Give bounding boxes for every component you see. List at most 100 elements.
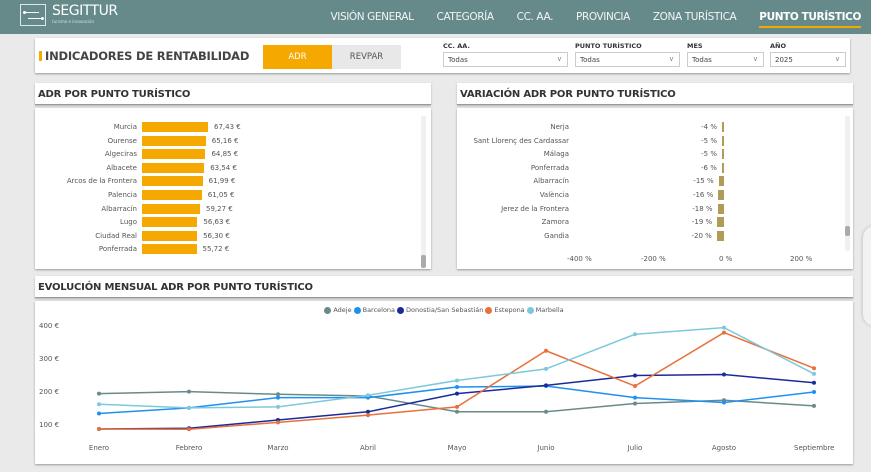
variation-bar-row[interactable]: Albarracín -15 %	[457, 175, 837, 188]
legend-item[interactable]: Donostia/San Sebastián	[397, 306, 483, 314]
variation-bar-row[interactable]: Ponferrada -6 %	[457, 162, 837, 175]
legend-item[interactable]: Estepona	[485, 306, 525, 314]
data-point[interactable]	[544, 409, 548, 414]
variation-bar[interactable]	[717, 217, 724, 228]
data-point[interactable]	[722, 372, 726, 377]
variation-bar[interactable]	[717, 203, 724, 214]
data-point[interactable]	[97, 426, 101, 431]
adr-scrollbar[interactable]	[421, 116, 426, 268]
variation-bar[interactable]	[722, 149, 724, 160]
data-point[interactable]	[722, 330, 726, 335]
mes-dropdown[interactable]: Todas ∨	[687, 52, 764, 67]
series-line-barcelona[interactable]	[98, 385, 815, 415]
data-point[interactable]	[722, 325, 726, 330]
adr-bar[interactable]	[142, 162, 205, 173]
series-line-marbella[interactable]	[98, 326, 815, 409]
adr-bar[interactable]	[142, 122, 208, 132]
variation-scrollbar[interactable]	[845, 116, 850, 251]
data-point[interactable]	[633, 332, 637, 337]
adr-bar-row[interactable]: Algeciras 64,85 €	[35, 148, 415, 161]
adr-bar-row[interactable]: Arcos de la Frontera 61,99 €	[35, 175, 415, 188]
data-point[interactable]	[633, 384, 637, 389]
data-point[interactable]	[187, 427, 191, 432]
legend-item[interactable]: Adeje	[324, 306, 352, 314]
data-point[interactable]	[455, 391, 459, 396]
adr-scroll-thumb[interactable]	[421, 255, 426, 268]
adr-bar-row[interactable]: Albarracín 59,27 €	[35, 203, 415, 216]
nav-provincia[interactable]: PROVINCIA	[576, 11, 630, 23]
adr-bar[interactable]	[142, 230, 198, 241]
adr-toggle-button[interactable]: ADR	[263, 45, 332, 69]
side-panel-handle[interactable]	[863, 226, 871, 326]
adr-bar[interactable]	[142, 176, 203, 187]
nav-punto-turistico[interactable]: PUNTO TURÍSTICO	[759, 11, 861, 28]
variation-bar[interactable]	[718, 190, 724, 200]
data-point[interactable]	[97, 402, 101, 407]
data-point[interactable]	[455, 409, 459, 414]
data-point[interactable]	[633, 401, 637, 406]
data-point[interactable]	[366, 393, 370, 398]
data-point[interactable]	[812, 390, 816, 394]
adr-bar-row[interactable]: Ourense 65,16 €	[35, 135, 415, 148]
adr-bar[interactable]	[142, 244, 197, 255]
variation-bar[interactable]	[722, 122, 724, 132]
adr-bar[interactable]	[142, 203, 200, 214]
variation-bar-row[interactable]: València -16 %	[457, 189, 837, 202]
data-point[interactable]	[812, 371, 816, 376]
adr-bar[interactable]	[142, 190, 202, 200]
variation-bar[interactable]	[721, 162, 724, 173]
ano-dropdown[interactable]: 2025 ∨	[770, 52, 846, 67]
cc-aa-dropdown[interactable]: Todas ∨	[443, 52, 568, 67]
nav-categoria[interactable]: CATEGORÍA	[436, 11, 495, 23]
legend-item[interactable]: Marbella	[526, 306, 564, 314]
segittur-logo[interactable]: SEGITTUR turismo e innovación	[20, 3, 118, 26]
data-point[interactable]	[276, 392, 280, 397]
variation-bar-row[interactable]: Gandia -20 %	[457, 230, 837, 243]
data-point[interactable]	[187, 405, 191, 410]
variation-bar[interactable]	[716, 230, 724, 241]
nav-vision-general[interactable]: VISIÓN GENERAL	[330, 11, 414, 23]
data-point[interactable]	[455, 404, 459, 409]
adr-bar-row[interactable]: Ciudad Real 56,30 €	[35, 230, 415, 243]
data-point[interactable]	[366, 409, 370, 414]
data-point[interactable]	[276, 404, 280, 409]
data-point[interactable]	[97, 411, 101, 416]
nav-cc-aa[interactable]: CC. AA.	[516, 11, 554, 23]
punto-turistico-dropdown[interactable]: Todas ∨	[575, 52, 680, 67]
data-point[interactable]	[544, 348, 548, 353]
adr-bar-row[interactable]: Murcia 67,43 €	[35, 121, 415, 134]
variation-scroll-thumb[interactable]	[845, 226, 850, 236]
variation-bar[interactable]	[718, 176, 724, 187]
data-point[interactable]	[366, 413, 370, 418]
data-point[interactable]	[455, 378, 459, 383]
variation-bar-row[interactable]: Sant Llorenç des Cardassar -5 %	[457, 135, 837, 148]
data-point[interactable]	[544, 383, 548, 388]
adr-bar[interactable]	[142, 135, 206, 146]
adr-bar-row[interactable]: Albacete 63,54 €	[35, 162, 415, 175]
variation-bar-row[interactable]: Nerja -4 %	[457, 121, 837, 134]
variation-bar[interactable]	[722, 135, 724, 146]
variation-bar-row[interactable]: Málaga -5 %	[457, 148, 837, 161]
variation-bar-row[interactable]: Jerez de la Frontera -18 %	[457, 203, 837, 216]
adr-bar-row[interactable]: Lugo 56,63 €	[35, 216, 415, 229]
data-point[interactable]	[812, 366, 816, 371]
data-point[interactable]	[633, 373, 637, 378]
data-point[interactable]	[633, 395, 637, 400]
adr-bar[interactable]	[142, 149, 206, 160]
adr-bar-row[interactable]: Palencia 61,05 €	[35, 189, 415, 202]
adr-bar[interactable]	[142, 217, 198, 228]
variation-bar-row[interactable]: Zamora -19 %	[457, 216, 837, 229]
legend-item[interactable]: Barcelona	[353, 306, 395, 314]
data-point[interactable]	[276, 420, 280, 425]
revpar-toggle-button[interactable]: REVPAR	[332, 45, 401, 69]
data-point[interactable]	[187, 389, 191, 394]
data-point[interactable]	[276, 395, 280, 400]
data-point[interactable]	[812, 403, 816, 408]
data-point[interactable]	[455, 385, 459, 390]
adr-bar-row[interactable]: Ponferrada 55,72 €	[35, 243, 415, 256]
nav-zona-turistica[interactable]: ZONA TURÍSTICA	[652, 11, 737, 23]
data-point[interactable]	[722, 400, 726, 405]
data-point[interactable]	[544, 366, 548, 371]
data-point[interactable]	[812, 380, 816, 385]
data-point[interactable]	[97, 391, 101, 396]
